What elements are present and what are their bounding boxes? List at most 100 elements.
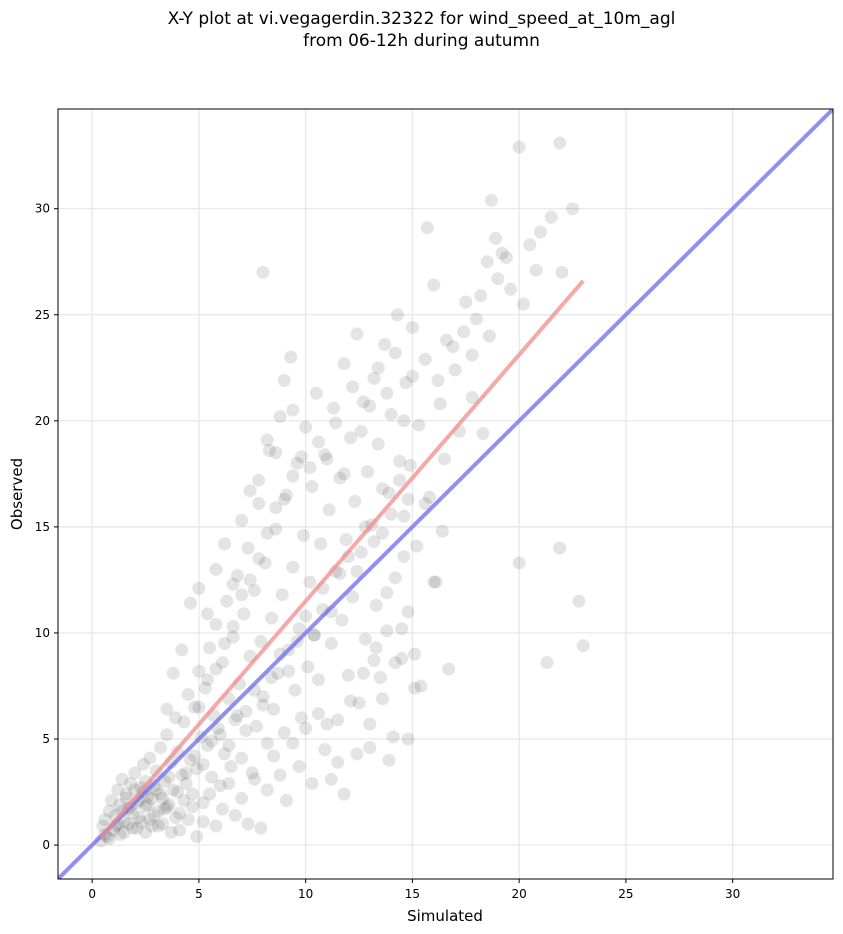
data-point	[282, 664, 296, 678]
data-point	[134, 815, 148, 829]
reference-lines	[58, 109, 833, 879]
chart-title-block: X-Y plot at vi.vegagerdin.32322 for wind…	[0, 8, 843, 52]
data-point	[115, 772, 129, 786]
data-point	[279, 794, 293, 808]
data-point	[188, 749, 202, 763]
data-point	[410, 539, 424, 553]
data-point	[320, 717, 334, 731]
data-point	[371, 437, 385, 451]
data-point	[420, 221, 434, 235]
data-point	[465, 390, 479, 404]
data-point	[205, 770, 219, 784]
data-point	[218, 747, 232, 761]
data-point	[440, 333, 454, 347]
data-point	[369, 641, 383, 655]
data-point	[489, 231, 503, 245]
data-point	[273, 768, 287, 782]
data-point	[200, 607, 214, 621]
data-point	[218, 537, 232, 551]
data-point	[213, 728, 227, 742]
data-point	[384, 507, 398, 521]
data-point	[190, 830, 204, 844]
data-point	[215, 802, 229, 816]
data-point	[352, 696, 366, 710]
data-point	[469, 312, 483, 326]
data-point	[156, 791, 170, 805]
y-tick-label: 5	[42, 732, 50, 746]
data-point	[553, 136, 567, 150]
data-point	[196, 796, 210, 810]
data-point	[318, 448, 332, 462]
data-point	[380, 386, 394, 400]
plot-frame	[57, 108, 834, 880]
data-point	[151, 819, 165, 833]
data-point	[237, 607, 251, 621]
data-point	[311, 435, 325, 449]
data-point	[254, 821, 268, 835]
data-point	[218, 637, 232, 651]
data-point	[346, 590, 360, 604]
data-point	[250, 719, 264, 733]
data-point	[160, 728, 174, 742]
y-tick-label: 25	[35, 308, 50, 322]
y-tick-label: 20	[35, 414, 50, 428]
data-point	[141, 798, 155, 812]
data-point	[162, 798, 176, 812]
data-point	[380, 586, 394, 600]
data-point	[136, 757, 150, 771]
data-point	[156, 817, 170, 831]
data-point	[299, 609, 313, 623]
data-point	[446, 340, 460, 354]
data-point	[113, 827, 127, 841]
data-point	[267, 749, 281, 763]
y-axis-label: Observed	[8, 458, 26, 530]
data-point	[186, 787, 200, 801]
data-point	[534, 225, 548, 239]
data-point	[382, 486, 396, 500]
data-point	[260, 526, 274, 540]
data-point	[239, 704, 253, 718]
data-point	[512, 140, 526, 154]
data-point	[309, 386, 323, 400]
data-point	[241, 541, 255, 555]
data-point	[196, 815, 210, 829]
data-point	[260, 736, 274, 750]
data-point	[171, 785, 185, 799]
data-point	[491, 272, 505, 286]
data-point	[196, 757, 210, 771]
data-point	[388, 571, 402, 585]
data-point	[153, 740, 167, 754]
data-point	[572, 594, 586, 608]
data-point	[145, 819, 159, 833]
data-point	[243, 484, 257, 498]
data-point	[482, 329, 496, 343]
data-point	[566, 202, 580, 216]
data-point	[350, 327, 364, 341]
data-point	[418, 497, 432, 511]
data-point	[457, 325, 471, 339]
data-point	[286, 403, 300, 417]
data-point	[335, 613, 349, 627]
data-point	[301, 660, 315, 674]
x-tick-label: 0	[88, 887, 96, 901]
data-point	[288, 683, 302, 697]
data-point	[393, 473, 407, 487]
data-point	[397, 509, 411, 523]
data-point	[401, 605, 415, 619]
data-point	[299, 420, 313, 434]
data-point	[271, 666, 285, 680]
data-point	[433, 397, 447, 411]
data-point	[113, 798, 127, 812]
data-point	[414, 679, 428, 693]
data-point	[226, 630, 240, 644]
data-point	[279, 488, 293, 502]
x-tick-label: 20	[512, 887, 527, 901]
data-point	[262, 444, 276, 458]
data-point	[504, 282, 518, 296]
data-point	[324, 772, 338, 786]
data-point	[235, 588, 249, 602]
data-point	[324, 637, 338, 651]
data-point	[314, 537, 328, 551]
data-point	[192, 581, 206, 595]
data-point	[243, 573, 257, 587]
